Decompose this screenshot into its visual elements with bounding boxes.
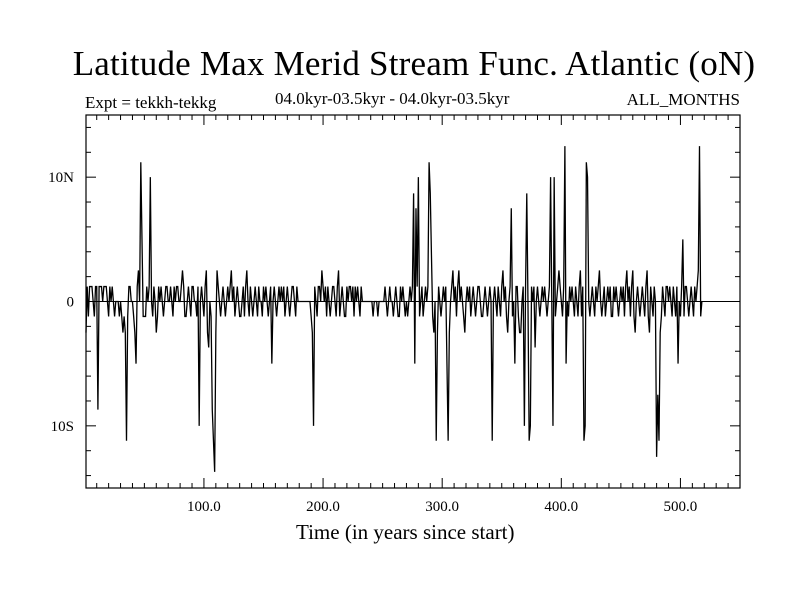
y-tick-label: 10S bbox=[51, 419, 74, 435]
y-tick-label: 10N bbox=[48, 170, 74, 186]
months-label: ALL_MONTHS bbox=[626, 90, 740, 109]
x-tick-label: 200.0 bbox=[306, 499, 340, 515]
x-tick-label: 400.0 bbox=[544, 499, 578, 515]
chart-title: Latitude Max Merid Stream Func. Atlantic… bbox=[72, 44, 756, 83]
x-axis-label: Time (in years since start) bbox=[296, 520, 515, 544]
series-line-1 bbox=[85, 146, 703, 472]
x-tick-label: 300.0 bbox=[425, 499, 459, 515]
x-tick-label: 100.0 bbox=[187, 499, 221, 515]
y-tick-label: 0 bbox=[67, 295, 75, 311]
x-tick-label: 500.0 bbox=[664, 499, 698, 515]
period-label: 04.0kyr-03.5kyr - 04.0kyr-03.5kyr bbox=[275, 89, 510, 108]
experiment-label: Expt = tekkh-tekkg bbox=[85, 93, 217, 112]
